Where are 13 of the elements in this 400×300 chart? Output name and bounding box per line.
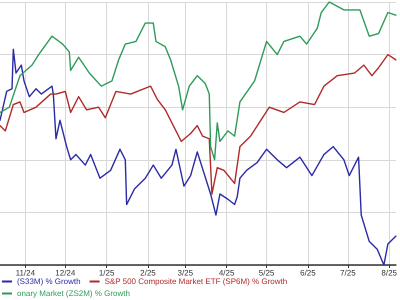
- x-tick-label: 12/24: [55, 268, 76, 278]
- x-tick-label: 7/25: [340, 268, 356, 278]
- x-tick-label: 4/25: [218, 268, 235, 278]
- x-tick-label: 1/25: [98, 268, 115, 278]
- legend-label: onary Market (ZS2M) % Growth: [17, 289, 130, 298]
- x-tick-label: 3/25: [177, 268, 194, 278]
- legend-label: (S33M) % Growth: [17, 277, 81, 286]
- x-tick-label: 2/25: [140, 268, 156, 278]
- x-tick-label: 8/25: [381, 268, 398, 278]
- x-tick-label: 5/25: [258, 268, 275, 278]
- legend-label: S&P 500 Composite Market ETF (SP6M) % Growth: [104, 277, 288, 286]
- x-tick-label: 11/24: [16, 268, 36, 278]
- x-tick-label: 6/25: [300, 268, 316, 278]
